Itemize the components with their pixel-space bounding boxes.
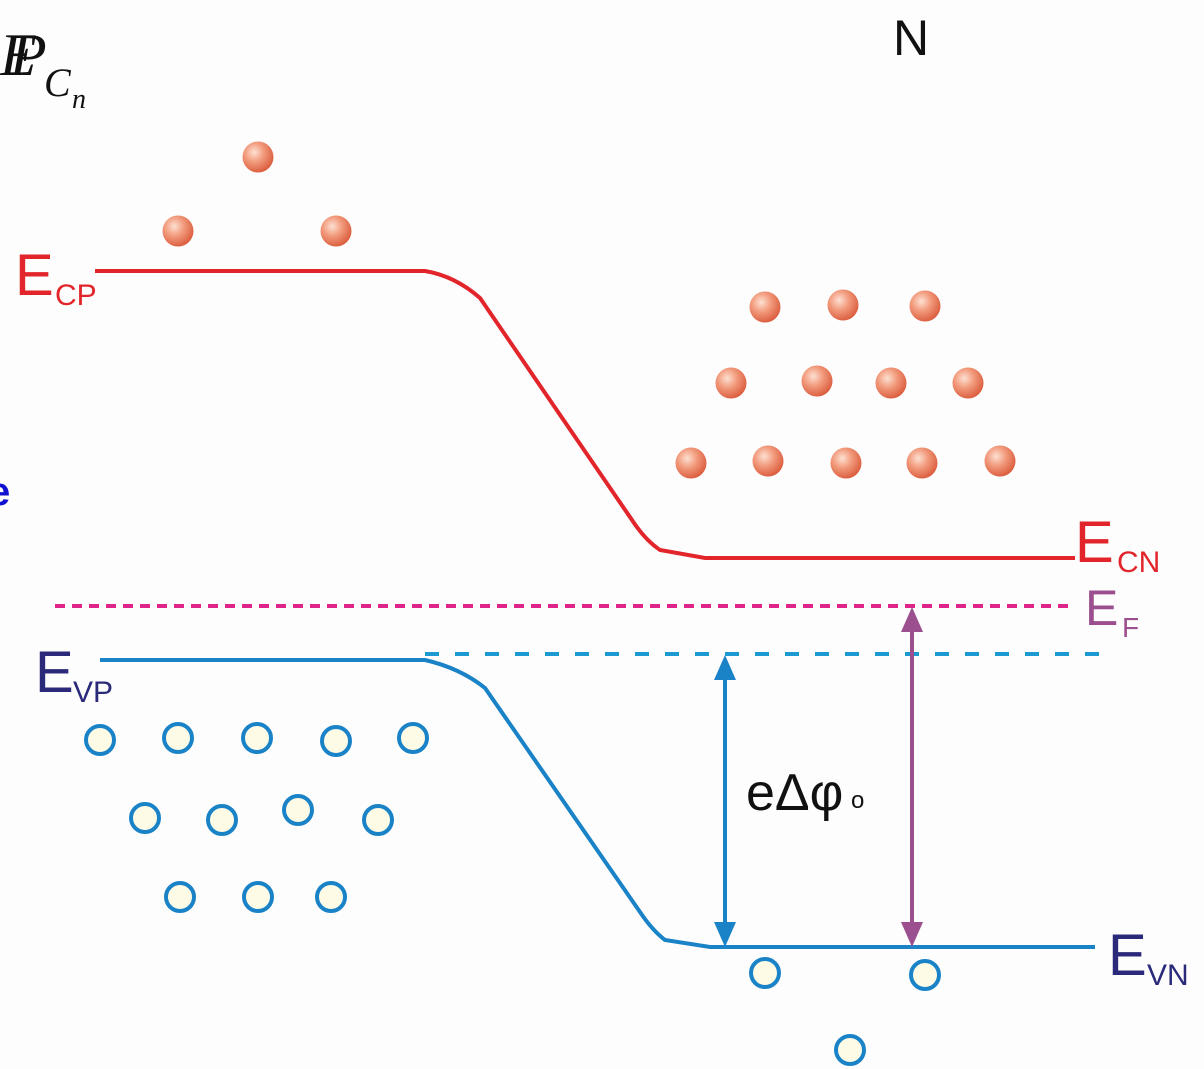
fermi-arrow <box>901 607 923 947</box>
electron <box>753 446 784 477</box>
level-label: E <box>1075 510 1114 575</box>
electron <box>910 291 941 322</box>
barrier-arrow <box>714 655 736 947</box>
band-diagram: E P C n N e E CP E CN E F E VP E VN eΔφ … <box>0 0 1204 1069</box>
level-sub: VP <box>73 676 113 709</box>
hole <box>166 883 194 911</box>
hole <box>751 959 779 987</box>
gap-label: eΔφ <box>746 764 843 822</box>
electron <box>163 216 194 247</box>
level-sub: VN <box>1147 959 1189 992</box>
corner-sub: C <box>44 60 72 105</box>
electron <box>750 292 781 323</box>
level-label: E <box>15 243 54 308</box>
electron <box>716 368 747 399</box>
gap-sub: o <box>851 787 864 814</box>
hole <box>208 806 236 834</box>
electron <box>907 448 938 479</box>
electrons <box>163 142 1016 479</box>
arrow-head <box>714 655 736 680</box>
level-sub: F <box>1122 612 1139 643</box>
hole <box>86 726 114 754</box>
electron <box>828 290 859 321</box>
electron <box>876 368 907 399</box>
arrow-head <box>901 607 923 632</box>
region-label: N <box>893 10 929 66</box>
electron <box>676 448 707 479</box>
hole <box>131 804 159 832</box>
body: {"header": {"corner": {"main": ["E", "P"… <box>0 0 1204 1069</box>
level-sub: CN <box>1117 546 1160 579</box>
hole <box>243 724 271 752</box>
electron <box>243 142 274 173</box>
level-label: E <box>1085 580 1118 636</box>
hole <box>164 724 192 752</box>
hole <box>317 883 345 911</box>
edge-text: e <box>0 470 10 514</box>
hole <box>911 961 939 989</box>
level-label: E <box>1108 923 1147 988</box>
hole <box>399 724 427 752</box>
electron <box>831 448 862 479</box>
page: html, body { margin: 0; padding: 0; widt… <box>0 0 1204 1069</box>
corner-subsub: n <box>72 84 86 115</box>
hole <box>322 727 350 755</box>
electron <box>953 368 984 399</box>
hole <box>836 1036 864 1064</box>
hole <box>244 883 272 911</box>
electron <box>802 366 833 397</box>
level-sub: CP <box>55 279 97 312</box>
level-label: E <box>35 640 74 705</box>
arrow-head <box>714 922 736 947</box>
electron <box>985 446 1016 477</box>
electron <box>321 216 352 247</box>
hole <box>364 806 392 834</box>
arrow-head <box>901 922 923 947</box>
corner-letter: P <box>9 22 47 88</box>
hole <box>284 796 312 824</box>
